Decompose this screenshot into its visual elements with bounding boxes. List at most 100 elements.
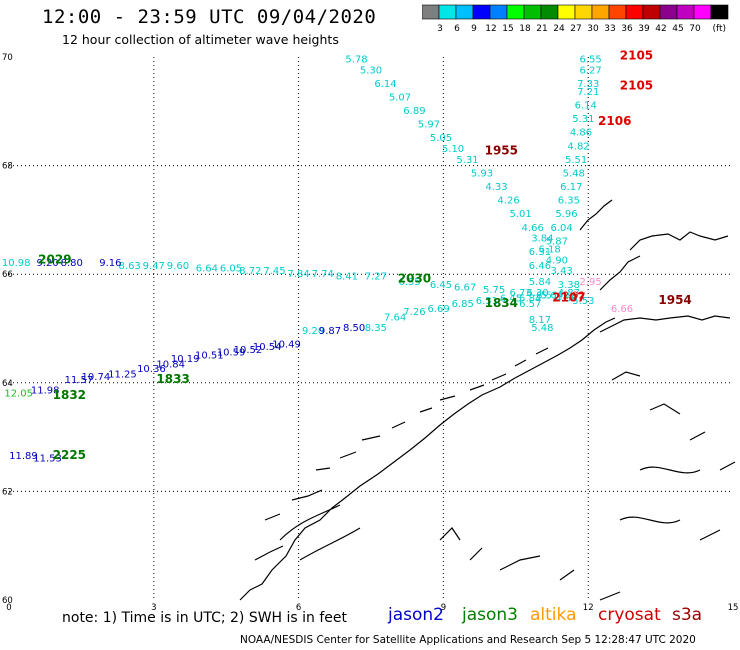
wave-height-value: 6.31	[529, 247, 551, 258]
colorbar-tick-label: 39	[638, 24, 650, 34]
x-tick-label: 12	[583, 603, 594, 613]
wave-height-value: 5.31	[572, 114, 594, 125]
colorbar-tick-label: 45	[672, 24, 683, 34]
wave-height-value: 10.51	[195, 350, 224, 361]
chart-subtitle: 12 hour collection of altimeter wave hei…	[62, 32, 339, 47]
wave-height-value: 4.87	[558, 288, 580, 299]
wave-height-value: 10.19	[171, 354, 200, 365]
wave-height-value: 6.51	[536, 291, 558, 302]
wave-height-value: 7.45	[263, 266, 285, 277]
wave-height-value: 5.07	[389, 92, 411, 103]
wave-height-value: 11.98	[31, 386, 60, 397]
y-tick-label: 70	[2, 53, 13, 63]
wave-height-value: 6.73	[509, 288, 531, 299]
time-label: 2106	[598, 114, 631, 128]
colorbar-tick-label: 30	[587, 24, 599, 34]
colorbar-tick-label: 6	[454, 24, 460, 34]
wave-height-value: 4.86	[570, 128, 592, 139]
colorbar-tick-label: 15	[502, 24, 513, 34]
wave-height-value: 5.84	[529, 277, 551, 288]
x-tick-label: 9	[441, 603, 446, 613]
wave-height-value: 5.53	[572, 296, 594, 307]
wave-height-value: 7.33	[577, 79, 599, 90]
wave-height-value: 6.17	[560, 182, 582, 193]
wave-height-value: 6.30	[526, 288, 548, 299]
wave-height-value: 6.14	[575, 101, 597, 112]
time-label: 1954	[658, 293, 691, 307]
wave-height-value: 7.84	[287, 269, 309, 280]
wave-height-value: 6.46	[529, 261, 551, 272]
wave-height-value: 5.97	[418, 120, 440, 131]
wave-height-value: 7.21	[577, 87, 599, 98]
time-label: 1833	[156, 372, 189, 386]
y-tick-label: 62	[2, 487, 13, 497]
satellite-legend-cryosat: cryosat	[598, 605, 661, 625]
wave-height-value: 8.41	[336, 272, 358, 283]
wave-height-value: 6.89	[403, 106, 425, 117]
wave-height-value: 6.05	[220, 263, 242, 274]
satellite-legend-s3a: s3a	[672, 605, 703, 625]
wave-height-value: 8.72	[239, 266, 261, 277]
wave-height-value: 9.20	[36, 258, 58, 269]
wave-height-value: 4.90	[546, 255, 568, 266]
time-label: 2105	[620, 79, 653, 93]
wave-height-value: 10.36	[137, 364, 166, 375]
time-label: 2105	[620, 49, 653, 63]
wave-height-value: 11.25	[108, 369, 137, 380]
y-tick-label: 60	[2, 596, 13, 606]
wave-height-value: 12.05	[4, 388, 33, 399]
wave-height-value: 4.26	[497, 196, 519, 207]
x-tick-label: 6	[296, 603, 301, 613]
wave-height-value: 5.48	[531, 323, 553, 334]
colorbar-swatch	[710, 4, 729, 20]
wave-height-value: 5.64	[541, 291, 563, 302]
wave-height-value: 3.43	[551, 266, 573, 277]
time-label: 2225	[53, 448, 86, 462]
wave-height-value: 6.67	[454, 282, 476, 293]
time-label: 1955	[485, 144, 518, 158]
wave-height-value: 6.45	[500, 293, 522, 304]
coastline	[239, 199, 736, 601]
wave-height-value: 10.52	[234, 345, 263, 356]
wave-height-value: 5.87	[546, 236, 568, 247]
wave-height-value: 6.14	[374, 79, 396, 90]
wave-height-value: 6.85	[452, 299, 474, 310]
wave-height-value: 4.33	[485, 182, 507, 193]
time-label: 1832	[53, 388, 86, 402]
credit-text: NOAA/NESDIS Center for Satellite Applica…	[240, 634, 696, 646]
chart-title: 12:00 - 23:59 UTC 09/04/2020	[42, 6, 377, 28]
wave-height-value: 6.69	[427, 304, 449, 315]
y-tick-label: 64	[2, 379, 13, 389]
wave-height-value: 6.35	[558, 196, 580, 207]
wave-height-value: 6.55	[579, 54, 601, 65]
wave-height-value: 5.10	[442, 144, 464, 155]
data-points: 5.785.306.145.076.895.975.055.105.315.93…	[2, 49, 692, 465]
wave-height-value: 5.51	[565, 155, 587, 166]
wave-height-value: 10.59	[217, 348, 246, 359]
wave-height-value: 11.89	[9, 451, 38, 462]
wave-height-value: 6.57	[519, 299, 541, 310]
wave-height-value: 2.95	[579, 277, 601, 288]
wave-height-value: 3.84	[531, 234, 553, 245]
x-tick-label: 0	[6, 603, 11, 613]
wave-height-value: 6.64	[196, 263, 218, 274]
wave-height-value: 6.04	[551, 223, 573, 234]
wave-height-value: 6.45	[430, 280, 452, 291]
x-tick-label: 15	[728, 603, 739, 613]
y-tick-label: 66	[2, 270, 13, 280]
wave-height-value: 9.60	[167, 261, 189, 272]
colorbar-tick-label: 70	[689, 24, 701, 34]
y-tick-label: 68	[2, 162, 13, 172]
wave-height-value: 7.64	[384, 312, 406, 323]
wave-height-value: 5.96	[555, 209, 577, 220]
wave-height-value: 10.98	[2, 258, 31, 269]
time-label: 1834	[485, 296, 518, 310]
time-label: 2029	[38, 252, 71, 266]
wave-height-value: 6.18	[538, 244, 560, 255]
colorbar-tick-label: 18	[519, 24, 531, 34]
wave-height-value: 7.74	[312, 269, 334, 280]
grid-lines	[9, 57, 733, 600]
wave-height-value: 7.26	[403, 307, 425, 318]
time-label: 2030	[398, 271, 431, 285]
